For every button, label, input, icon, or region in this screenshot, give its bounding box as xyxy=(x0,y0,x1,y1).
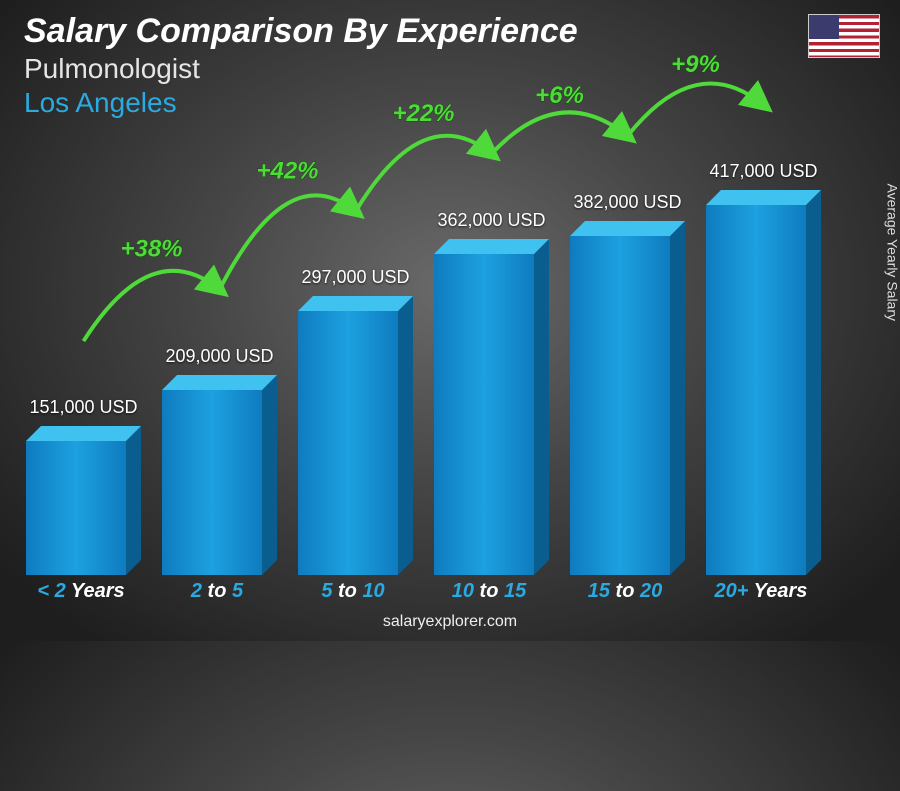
increase-arc: +9% xyxy=(26,150,900,791)
footer-attribution: salaryexplorer.com xyxy=(0,613,900,631)
x-axis-label: 10 to 15 xyxy=(424,580,554,603)
chart-title: Salary Comparison By Experience xyxy=(24,12,876,51)
increase-pct: +9% xyxy=(671,51,720,78)
chart-subtitle: Pulmonologist xyxy=(24,53,876,85)
x-axis-label: 2 to 5 xyxy=(152,580,282,603)
increase-pct: +6% xyxy=(535,82,584,109)
increase-pct: +22% xyxy=(392,100,454,127)
x-axis-label: 5 to 10 xyxy=(288,580,418,603)
x-axis-label: < 2 Years xyxy=(16,580,146,603)
x-axis-label: 15 to 20 xyxy=(560,580,690,603)
salary-bar-chart: 151,000 USD209,000 USD297,000 USD362,000… xyxy=(26,150,840,575)
x-axis-label: 20+ Years xyxy=(696,580,826,603)
y-axis-label: Average Yearly Salary xyxy=(884,183,900,321)
flag-icon xyxy=(808,14,880,58)
